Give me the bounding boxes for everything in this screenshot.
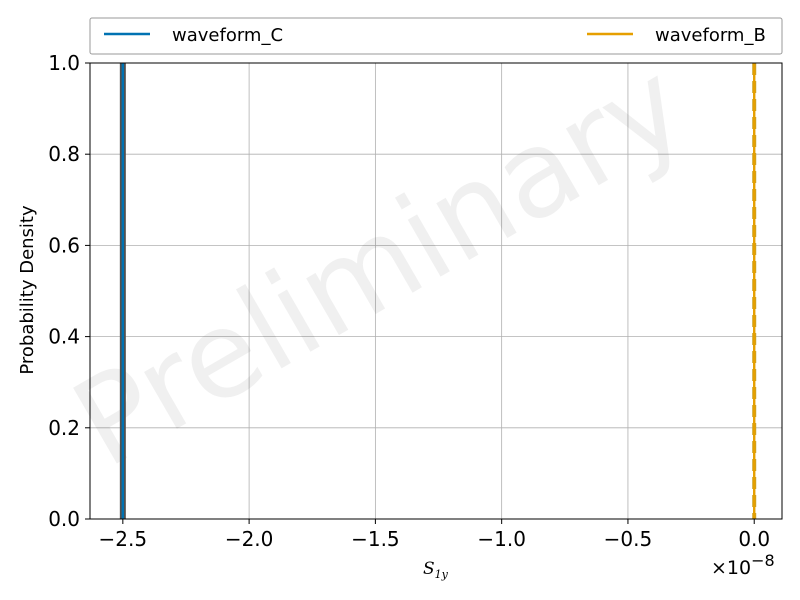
plot-area-frame <box>89 62 783 520</box>
y-tick-label: 1.0 <box>48 51 80 75</box>
x-offset-exponent: −8 <box>751 551 775 570</box>
x-tick-label: −2.0 <box>225 527 274 551</box>
x-tick-label: −0.5 <box>604 527 653 551</box>
legend-label-waveform-c: waveform_C <box>172 25 283 46</box>
y-tick-label: 0.8 <box>48 142 80 166</box>
x-tick-label: 0.0 <box>738 527 770 551</box>
y-tick-label: 0.0 <box>48 507 80 531</box>
watermark: Preliminary <box>52 35 708 494</box>
x-tick-label: −2.5 <box>99 527 148 551</box>
y-axis-label: Probability Density <box>17 205 38 375</box>
legend-label-waveform-b: waveform_B <box>655 25 766 46</box>
x-tick-label: −1.5 <box>351 527 400 551</box>
x-offset-base: ×10 <box>711 557 751 579</box>
y-tick-label: 0.2 <box>48 416 80 440</box>
x-tick-label: −1.0 <box>477 527 526 551</box>
y-axis-ticks: 0.0 0.2 0.4 0.6 0.8 1.0 <box>48 51 90 531</box>
x-axis-label: S1y <box>423 559 449 581</box>
x-axis-ticks: −2.5 −2.0 −1.5 −1.0 −0.5 0.0 <box>99 519 770 551</box>
x-axis-label-symbol: S <box>423 559 435 579</box>
legend-frame <box>89 17 783 55</box>
x-axis-offset-text: ×10−8 <box>711 551 775 579</box>
series-lines <box>121 63 756 519</box>
x-axis-label-subscript: 1y <box>435 568 449 581</box>
legend: waveform_C waveform_B <box>89 17 783 55</box>
y-tick-label: 0.6 <box>48 233 80 257</box>
y-tick-label: 0.4 <box>48 325 80 349</box>
